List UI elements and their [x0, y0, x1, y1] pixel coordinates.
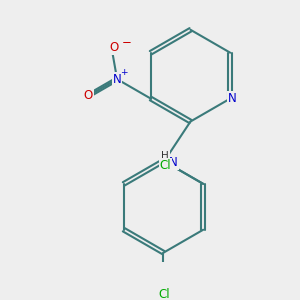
- Text: O: O: [110, 41, 119, 54]
- Text: H: H: [161, 151, 169, 161]
- Text: Cl: Cl: [159, 288, 170, 300]
- Text: +: +: [120, 68, 127, 77]
- Text: N: N: [169, 156, 178, 169]
- Text: Cl: Cl: [160, 159, 171, 172]
- Text: N: N: [113, 73, 122, 85]
- Text: O: O: [83, 88, 93, 102]
- Text: N: N: [228, 92, 237, 105]
- Text: −: −: [122, 36, 132, 49]
